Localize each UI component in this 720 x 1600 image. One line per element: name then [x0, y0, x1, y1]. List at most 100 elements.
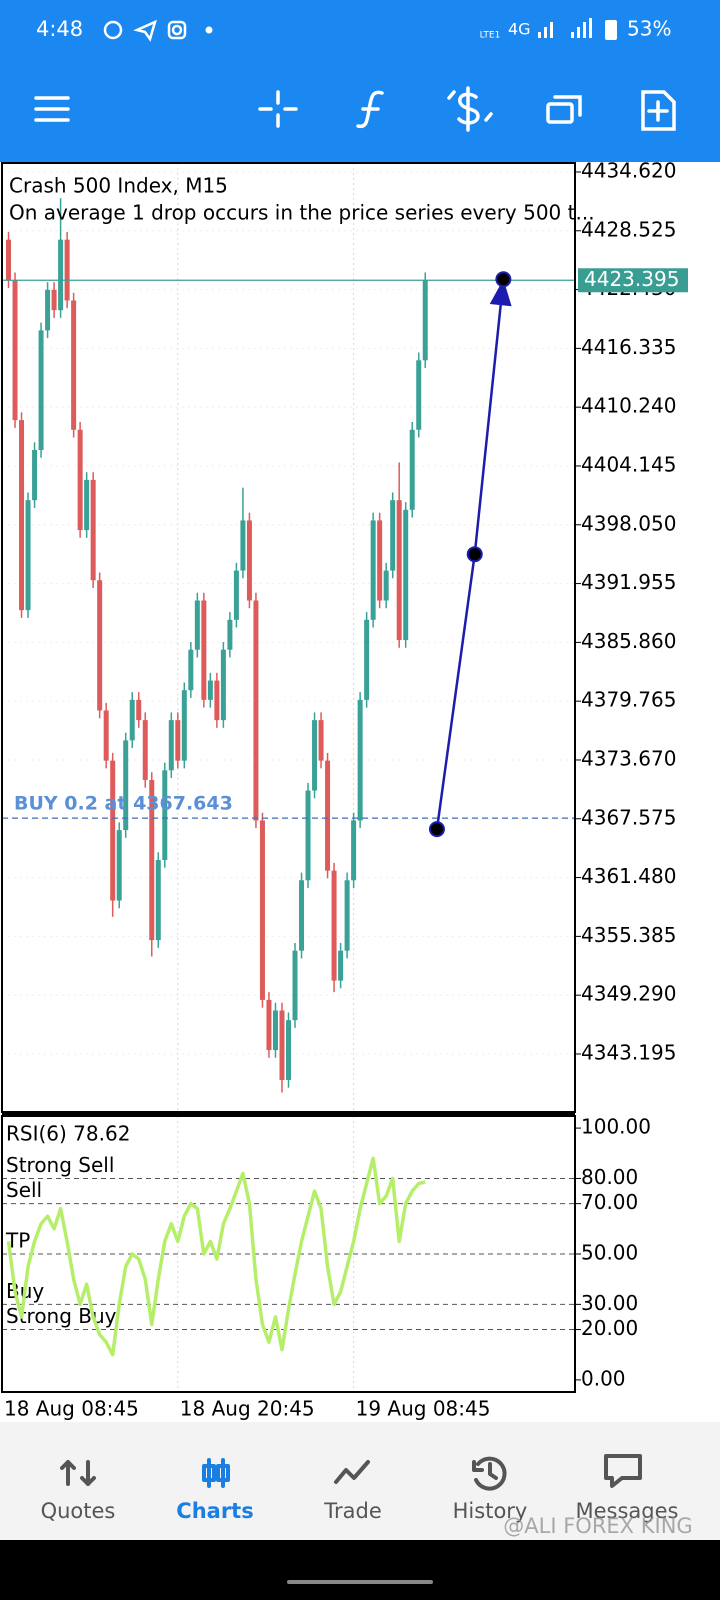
arrow-head — [489, 279, 512, 307]
trend-point — [466, 546, 483, 563]
candle-body — [97, 580, 103, 711]
candle-body — [103, 710, 109, 761]
candle-body — [396, 500, 402, 641]
tab-icon — [334, 1460, 370, 1484]
crosshair-button[interactable] — [258, 90, 298, 128]
y-tick-label: 50.00 — [581, 1241, 638, 1265]
status-icons — [103, 19, 187, 42]
candle-body — [12, 280, 18, 421]
y-tick-label: 30.00 — [581, 1291, 638, 1315]
candle-body — [305, 790, 311, 881]
tab-label: Quotes — [41, 1499, 116, 1523]
chart-title: Crash 500 Index, M15 — [9, 174, 228, 198]
rsi-title: RSI(6) 78.62 — [6, 1122, 130, 1146]
candle-body — [123, 740, 129, 831]
candle-body — [240, 520, 246, 571]
candle-body — [253, 600, 259, 821]
y-tick-label: 4434.620 — [581, 158, 676, 182]
candle-body — [136, 699, 142, 721]
windows-button[interactable] — [546, 95, 582, 124]
candle-body — [110, 760, 116, 901]
tab[interactable]: Messages — [576, 1454, 679, 1523]
candle-body — [351, 820, 357, 881]
candle-body — [233, 570, 239, 620]
candle-body — [286, 1020, 291, 1080]
candle-body — [416, 360, 422, 430]
y-tick-label: 4349.290 — [581, 982, 676, 1006]
candle-body — [155, 860, 161, 941]
candle-body — [129, 699, 135, 741]
trade-button[interactable] — [447, 86, 493, 132]
candle-body — [162, 770, 168, 861]
candle-body — [64, 239, 70, 301]
price-label-box — [578, 268, 688, 293]
x-tick-label: 18 Aug 08:45 — [4, 1397, 139, 1421]
candle-body — [364, 619, 370, 700]
tab[interactable]: Quotes — [41, 1460, 116, 1523]
tab[interactable]: Trade — [323, 1460, 382, 1523]
candle-body — [299, 880, 305, 951]
indicators-button[interactable] — [356, 90, 384, 129]
candle-body — [422, 280, 428, 361]
menu-button[interactable] — [34, 96, 70, 122]
y-tick-label: 4343.195 — [581, 1040, 676, 1064]
price-label: 4423.395 — [584, 267, 679, 291]
candle-body — [220, 649, 226, 721]
candle-body — [38, 330, 44, 451]
candle-body — [279, 1010, 285, 1080]
candle-body — [227, 619, 233, 650]
y-tick-label: 0.00 — [581, 1366, 626, 1390]
plot-area — [2, 163, 575, 1112]
x-tick-label: 19 Aug 08:45 — [356, 1397, 491, 1421]
tab-label: Messages — [576, 1499, 679, 1523]
candle-body — [312, 720, 318, 791]
y-tick-label: 4410.240 — [581, 394, 676, 418]
candle-body — [246, 520, 252, 601]
candle-body — [201, 600, 207, 700]
candle-body — [207, 680, 213, 700]
y-tick-label: 4355.385 — [581, 923, 676, 947]
candle-body — [19, 420, 25, 611]
y-tick-label: 4361.480 — [581, 864, 676, 888]
tab[interactable]: Charts — [176, 1458, 254, 1523]
battery: 53% — [627, 17, 671, 41]
network: 4G — [508, 20, 531, 39]
candle-body — [409, 429, 415, 510]
y-tick-label: 4385.860 — [581, 629, 676, 653]
charts: 18 Aug 08:45 18 Aug 20:45 19 Aug 08:45 4434… — [1, 158, 688, 1421]
candle-body — [383, 570, 389, 601]
candle-body — [266, 999, 272, 1051]
watermark: @ALI FOREX KING — [503, 1514, 692, 1538]
y-tick-label: 4379.765 — [581, 688, 676, 712]
home-indicator — [287, 1580, 433, 1584]
candle-body — [194, 600, 200, 650]
candle-body — [214, 680, 220, 721]
y-tick-label: 100.00 — [581, 1115, 651, 1139]
candle-body — [90, 479, 96, 581]
new-order-button[interactable] — [641, 90, 676, 131]
candle-body — [6, 239, 12, 281]
y-tick-label: 4398.050 — [581, 511, 676, 535]
candle-body — [45, 289, 51, 331]
level-label: Sell — [6, 1178, 42, 1202]
toolbar — [34, 86, 676, 132]
candle-body — [403, 509, 409, 641]
y-tick-label: 4404.145 — [581, 452, 676, 476]
y-tick-label: 4416.335 — [581, 335, 676, 359]
signal-icons — [538, 18, 617, 40]
candle-body — [292, 950, 298, 1021]
candle-body — [181, 690, 187, 761]
system-nav — [0, 1540, 720, 1600]
candle-body — [116, 830, 122, 901]
tab[interactable]: History — [453, 1456, 528, 1523]
status-dot — [205, 26, 213, 34]
tab-icon — [202, 1458, 230, 1488]
candle-body — [338, 950, 344, 981]
candle-body — [272, 1010, 278, 1051]
tabs: Quotes Charts Trade History Messages — [41, 1454, 679, 1523]
tab-label: Charts — [176, 1499, 253, 1523]
candle-body — [58, 239, 64, 311]
tab-label: Trade — [323, 1499, 382, 1523]
candle-body — [168, 720, 174, 771]
